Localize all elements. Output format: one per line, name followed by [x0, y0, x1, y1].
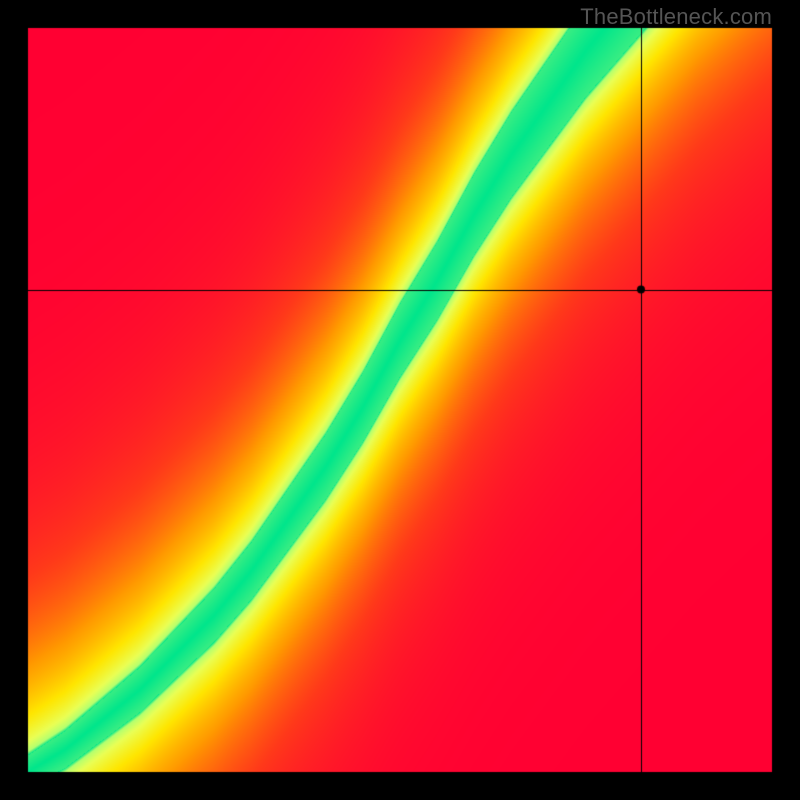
watermark-text: TheBottleneck.com — [580, 4, 772, 30]
heatmap-canvas — [0, 0, 800, 800]
